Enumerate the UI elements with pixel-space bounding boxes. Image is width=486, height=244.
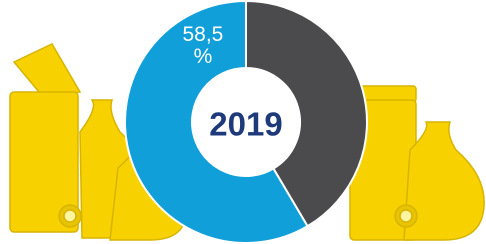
chart-title: 2019 xyxy=(209,106,282,143)
page: 2019 58,5 % xyxy=(0,0,486,244)
chart: 2019 xyxy=(0,0,486,244)
value-label: 58,5 % xyxy=(177,24,229,68)
